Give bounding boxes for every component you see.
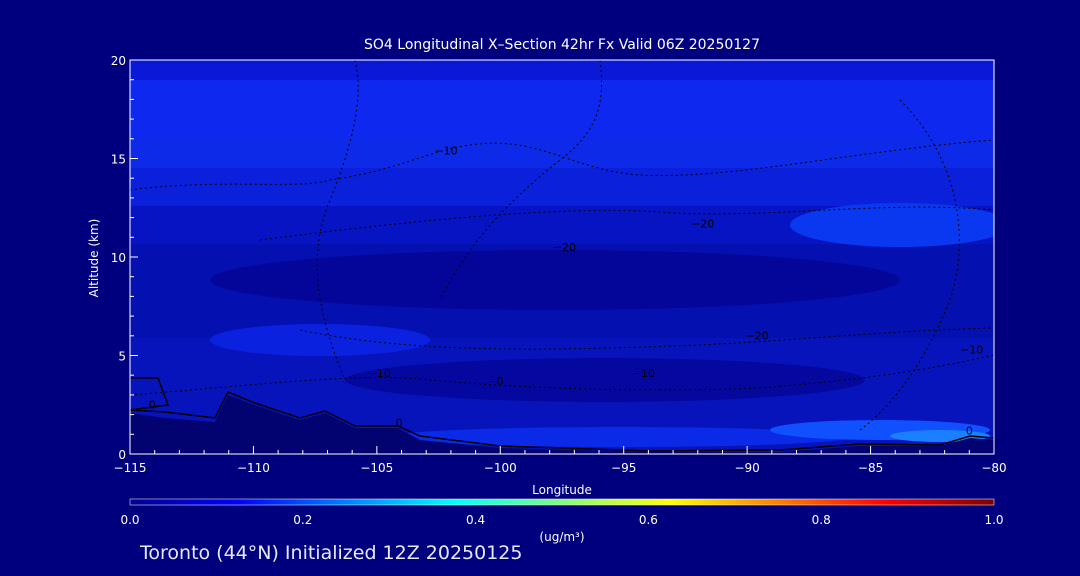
colorbar-tick-label: 0.8	[812, 513, 831, 527]
y-tick-label: 0	[118, 448, 126, 462]
x-tick-label: −115	[114, 461, 147, 475]
contour-label: −10	[434, 145, 457, 158]
chart-title: SO4 Longitudinal X–Section 42hr Fx Valid…	[364, 37, 760, 53]
plot-area: −10 −20 −20 −20 −10 −10 −0 −10 0 0 0	[130, 60, 994, 454]
colorbar-tick-label: 0.0	[120, 513, 139, 527]
band-stratosphere-top	[130, 60, 994, 82]
contour-label: 0	[396, 416, 403, 429]
contour-vertical-west	[316, 60, 359, 381]
contour-label: −20	[745, 330, 768, 343]
terrain-line	[130, 391, 994, 452]
y-axis: 0 5 10 15 20	[111, 54, 138, 462]
contour-labels: −10 −20 −20 −20 −10 −10 −0 −10 0 0 0	[149, 145, 984, 438]
contour-label: −10	[632, 367, 655, 380]
x-axis-label: Longitude	[532, 483, 592, 497]
high-concentration-patch-surface-east-core	[890, 430, 990, 442]
colorbar-tick-label: 0.6	[639, 513, 658, 527]
y-tick-label: 20	[111, 54, 126, 68]
contour-minus20-upper	[259, 206, 994, 241]
contour-label: −10	[368, 367, 391, 380]
x-tick-label: −80	[981, 461, 1006, 475]
terrain-mask	[130, 395, 994, 454]
x-tick-label: −110	[237, 461, 270, 475]
contour-label: −10	[960, 344, 983, 357]
contour-label: −0	[487, 375, 503, 388]
high-concentration-patch-east	[790, 203, 994, 247]
x-tick-label: −90	[734, 461, 759, 475]
y-tick-label: 10	[111, 251, 126, 265]
x-tick-label: −85	[858, 461, 883, 475]
contour-label: 0	[966, 424, 973, 437]
colorbar-units-label: (ug/m³)	[539, 530, 584, 544]
high-concentration-patch-surface	[390, 427, 850, 447]
contour-label: −20	[691, 217, 714, 230]
band-stratosphere	[130, 80, 994, 140]
footer-caption: Toronto (44°N) Initialized 12Z 20250125	[140, 542, 523, 564]
low-concentration-core-lower	[345, 358, 865, 402]
colorbar-ticks: 0.0 0.2 0.4 0.6 0.8 1.0	[120, 513, 1003, 527]
contour-vertical-central	[439, 60, 603, 301]
contour-label: −20	[553, 241, 576, 254]
band-upper	[130, 138, 994, 170]
high-concentration-patch-mid	[210, 324, 430, 356]
contour-vertical-east	[859, 99, 960, 431]
y-tick-label: 15	[111, 153, 126, 167]
x-axis: −115 −110 −105 −100 −95 −90 −85 −80	[114, 446, 1007, 475]
y-tick-label: 5	[118, 350, 126, 364]
x-tick-label: −105	[360, 461, 393, 475]
colorbar-tick-label: 0.2	[293, 513, 312, 527]
colorbar	[129, 498, 995, 506]
x-tick-label: −95	[611, 461, 636, 475]
band-upper-mid	[130, 168, 994, 208]
x-tick-label: −100	[484, 461, 517, 475]
colorbar-tick-label: 1.0	[984, 513, 1003, 527]
terrain-hump-west	[130, 377, 170, 411]
contour-minus10-upper	[130, 139, 994, 191]
low-concentration-core-upper	[210, 250, 900, 310]
contour-label: 0	[149, 399, 156, 412]
y-axis-label: Altitude (km)	[87, 219, 101, 298]
contour-minus20-lower	[299, 327, 994, 350]
contour-minus10-lower	[130, 354, 994, 396]
colorbar-tick-label: 0.4	[466, 513, 485, 527]
